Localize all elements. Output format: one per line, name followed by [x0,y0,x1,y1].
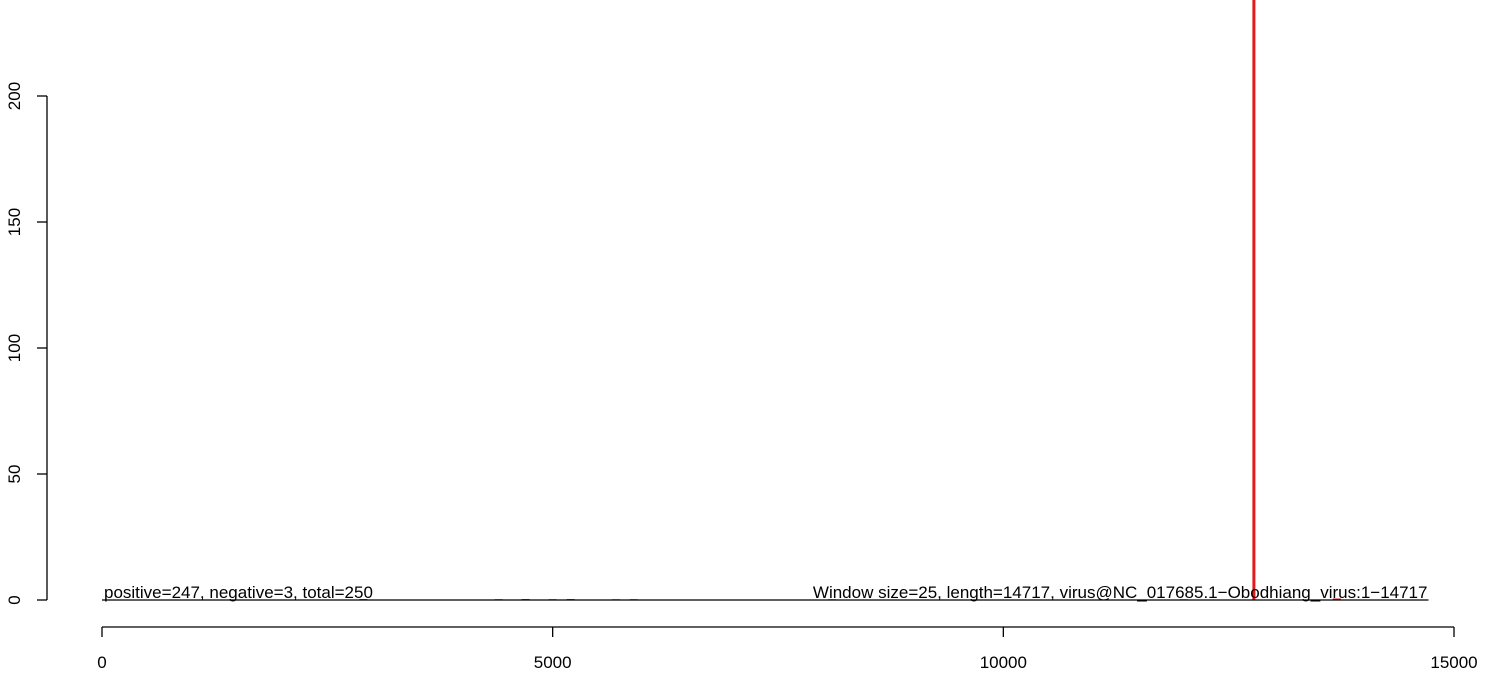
y-tick-label-2: 100 [5,334,24,362]
annotation-counts: positive=247, negative=3, total=250 [104,583,373,602]
x-tick-label-2: 10000 [980,653,1027,672]
annotations: positive=247, negative=3, total=250 Wind… [104,583,1427,602]
x-tick-label-0: 0 [97,653,106,672]
y-tick-label-3: 150 [5,208,24,236]
annotation-window-info: Window size=25, length=14717, virus@NC_0… [813,583,1428,602]
x-tick-label-3: 15000 [1430,653,1477,672]
bars-layer [359,0,1341,600]
x-tick-label-1: 5000 [534,653,572,672]
y-tick-label-0: 0 [5,595,24,604]
y-tick-label-4: 200 [5,82,24,110]
x-axis: 0 5000 10000 15000 [97,626,1478,672]
y-axis: 0 50 100 150 200 [5,82,48,605]
y-tick-label-1: 50 [5,465,24,484]
